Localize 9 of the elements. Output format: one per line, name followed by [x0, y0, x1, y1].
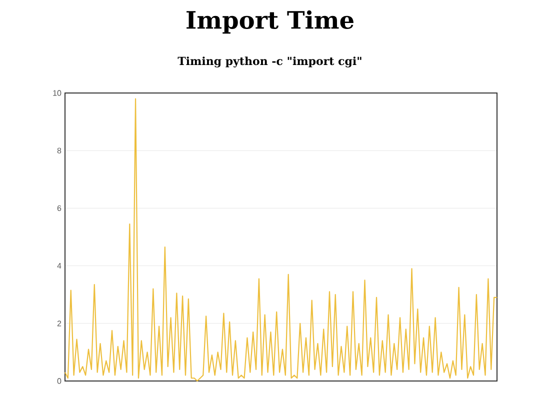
- y-tick-label: 6: [57, 205, 62, 212]
- y-tick-label: 4: [57, 263, 62, 269]
- y-tick-label: 10: [53, 90, 62, 96]
- y-tick-label: 0: [57, 378, 62, 384]
- y-tick-label: 8: [57, 148, 62, 154]
- y-tick-label: 2: [57, 320, 62, 326]
- line-series: [64, 98, 498, 382]
- chart-title: Import Time: [186, 10, 354, 34]
- chart-subtitle: Timing python -c "import cgi": [178, 56, 362, 68]
